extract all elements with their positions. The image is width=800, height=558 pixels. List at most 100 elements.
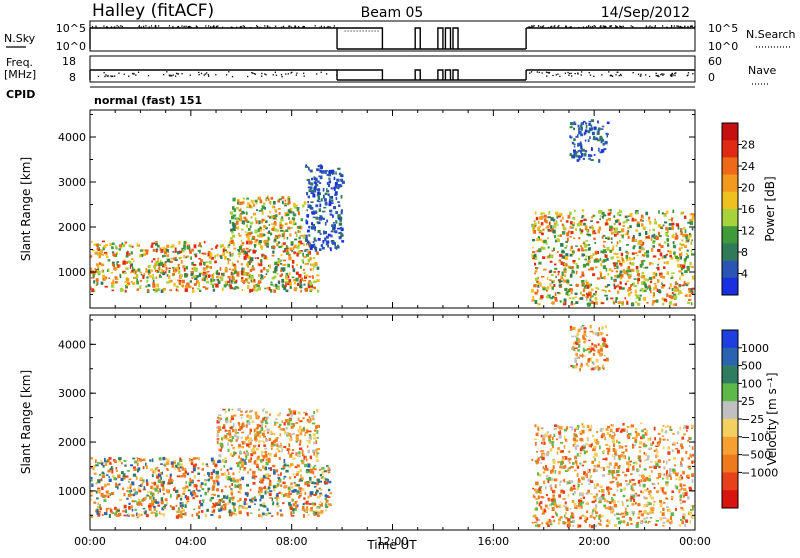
- data-point: [616, 266, 618, 270]
- data-point: [304, 272, 306, 274]
- data-point: [648, 478, 651, 481]
- data-point: [552, 516, 555, 518]
- data-point: [229, 278, 231, 281]
- data-point: [613, 302, 615, 305]
- data-point: [306, 501, 309, 505]
- data-point: [636, 524, 639, 528]
- data-point: [225, 411, 227, 413]
- data-point: [541, 497, 544, 499]
- data-point: [255, 285, 257, 288]
- data-point: [684, 514, 686, 517]
- data-point: [282, 420, 284, 423]
- data-point: [610, 488, 612, 490]
- data-point: [658, 232, 660, 235]
- nave-point: [247, 76, 248, 77]
- data-point: [612, 481, 614, 483]
- data-point: [600, 273, 602, 277]
- data-point: [677, 289, 679, 292]
- data-point: [139, 285, 141, 289]
- data-point: [580, 151, 582, 153]
- data-point: [651, 248, 653, 252]
- data-point: [113, 254, 116, 257]
- data-point: [139, 485, 141, 487]
- data-point: [182, 280, 185, 284]
- data-point: [535, 498, 537, 500]
- data-point: [290, 227, 293, 229]
- data-point: [302, 253, 304, 257]
- data-point: [637, 224, 640, 228]
- data-point: [157, 258, 159, 260]
- data-point: [260, 233, 263, 235]
- data-point: [128, 481, 130, 483]
- nsky-point: [334, 25, 335, 26]
- data-point: [134, 500, 137, 502]
- data-point: [587, 303, 590, 307]
- data-point: [630, 284, 632, 287]
- data-point: [679, 243, 681, 246]
- data-point: [578, 125, 580, 128]
- data-point: [657, 249, 660, 252]
- data-point: [137, 502, 140, 506]
- data-point: [166, 281, 169, 283]
- data-point: [225, 503, 227, 507]
- data-point: [534, 439, 537, 441]
- data-point: [569, 135, 571, 138]
- data-point: [148, 269, 150, 273]
- data-point: [255, 230, 258, 234]
- data-point: [649, 466, 652, 468]
- data-point: [574, 491, 576, 494]
- data-point: [101, 493, 104, 497]
- data-point: [129, 479, 132, 481]
- data-point: [585, 255, 587, 257]
- data-point: [566, 280, 569, 283]
- nave-point: [135, 74, 136, 75]
- data-point: [115, 279, 118, 281]
- data-point: [230, 513, 232, 516]
- data-point: [578, 507, 580, 509]
- data-point: [91, 288, 94, 292]
- nave-point: [321, 72, 322, 73]
- data-point: [284, 205, 287, 207]
- data-point: [149, 459, 151, 461]
- data-point: [255, 415, 258, 419]
- data-point: [555, 224, 558, 226]
- nsky-point: [655, 25, 656, 26]
- data-point: [121, 478, 124, 481]
- data-point: [320, 504, 323, 506]
- data-point: [603, 247, 605, 249]
- data-point: [233, 505, 235, 509]
- data-point: [297, 484, 301, 486]
- data-point: [314, 465, 316, 467]
- data-point: [649, 277, 653, 280]
- data-point: [576, 263, 578, 265]
- data-point: [298, 496, 300, 499]
- data-point: [568, 289, 570, 292]
- data-point: [286, 245, 288, 248]
- data-point: [677, 264, 679, 267]
- data-point: [100, 507, 102, 510]
- nsky-point: [291, 27, 292, 28]
- data-point: [282, 482, 285, 485]
- nsky-point: [288, 26, 289, 27]
- data-point: [684, 245, 687, 247]
- data-point: [660, 503, 663, 507]
- data-point: [252, 201, 254, 204]
- data-point: [691, 461, 693, 464]
- data-point: [573, 138, 576, 141]
- data-point: [542, 450, 545, 452]
- data-point: [186, 496, 189, 500]
- data-point: [248, 422, 251, 425]
- data-point: [635, 229, 638, 231]
- data-point: [281, 449, 283, 453]
- data-point: [325, 503, 328, 507]
- data-point: [614, 268, 616, 270]
- data-point: [128, 490, 130, 493]
- data-point: [253, 482, 256, 485]
- data-point: [257, 234, 259, 237]
- data-point: [249, 205, 251, 208]
- nsky-point: [181, 25, 182, 26]
- data-point: [580, 498, 582, 500]
- data-point: [209, 261, 212, 264]
- data-point: [336, 197, 338, 200]
- data-point: [569, 236, 571, 238]
